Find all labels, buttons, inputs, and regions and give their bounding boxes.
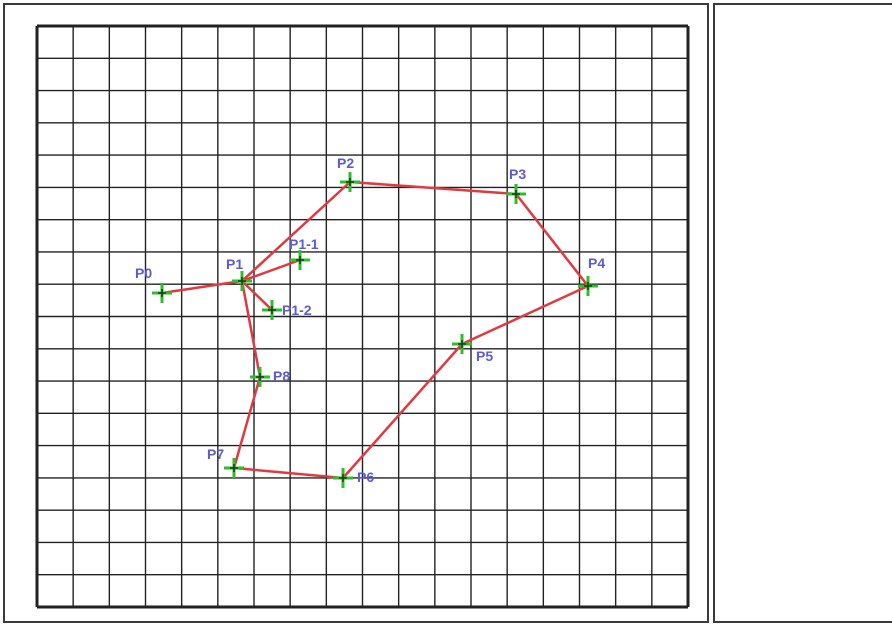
waypoint-p5[interactable]: P5 — [452, 334, 493, 364]
edge-P8-P1 — [240, 280, 262, 378]
edge-P3-P4 — [515, 193, 589, 287]
edge-P1-P2 — [241, 181, 351, 282]
waypoint-p1-2[interactable]: P1-2 — [262, 300, 312, 320]
waypoint-label: P8 — [273, 368, 290, 384]
edge-P1-P1-1 — [241, 258, 301, 283]
crosshair-marker-icon — [290, 250, 310, 270]
waypoint-label: P7 — [207, 446, 224, 462]
waypoint-label: P4 — [588, 255, 605, 271]
waypoint-label: P5 — [476, 348, 493, 364]
waypoint-p4[interactable]: P4 — [578, 255, 605, 296]
waypoint-label: P2 — [337, 155, 354, 171]
edge-P7-P8 — [232, 376, 262, 469]
edge-P2-P3 — [349, 180, 517, 196]
waypoint-label: P1-2 — [282, 302, 312, 318]
crosshair-marker-icon — [250, 367, 270, 387]
waypoint-p2[interactable]: P2 — [337, 155, 360, 192]
crosshair-marker-icon — [578, 276, 598, 296]
edge-P4-P5 — [461, 284, 589, 346]
waypoint-p1[interactable]: P1 — [226, 256, 252, 291]
crosshair-marker-icon — [232, 271, 252, 291]
edge-P5-P6 — [342, 343, 463, 479]
grid — [35, 24, 690, 609]
waypoint-label: P1 — [226, 256, 243, 272]
waypoint-label: P6 — [357, 469, 374, 485]
waypoint-p7[interactable]: P7 — [207, 446, 244, 478]
edge-P6-P7 — [233, 466, 344, 480]
waypoint-p3[interactable]: P3 — [506, 166, 526, 204]
crosshair-marker-icon — [506, 184, 526, 204]
waypoint-p0[interactable]: P0 — [135, 265, 172, 303]
crosshair-marker-icon — [340, 172, 360, 192]
waypoint-p6[interactable]: P6 — [333, 468, 374, 488]
edge-P0-P1 — [161, 279, 243, 295]
waypoint-label: P1-1 — [289, 236, 319, 252]
map-panel — [3, 3, 709, 623]
crosshair-marker-icon — [262, 300, 282, 320]
edge-P1-P1-2 — [241, 280, 273, 311]
waypoint-label: P0 — [135, 265, 152, 281]
crosshair-marker-icon — [452, 334, 472, 354]
crosshair-marker-icon — [224, 458, 244, 478]
path-edges — [161, 180, 589, 480]
waypoint-p1-1[interactable]: P1-1 — [289, 236, 319, 270]
waypoint-p8[interactable]: P8 — [250, 367, 290, 387]
crosshair-marker-icon — [152, 283, 172, 303]
waypoints: P0 P1 P1-1 P1-2 P2 P3 P4 P5 P6 P7 P8 — [135, 155, 605, 488]
waypoint-label: P3 — [509, 166, 526, 182]
side-panel — [713, 3, 892, 623]
crosshair-marker-icon — [333, 468, 353, 488]
